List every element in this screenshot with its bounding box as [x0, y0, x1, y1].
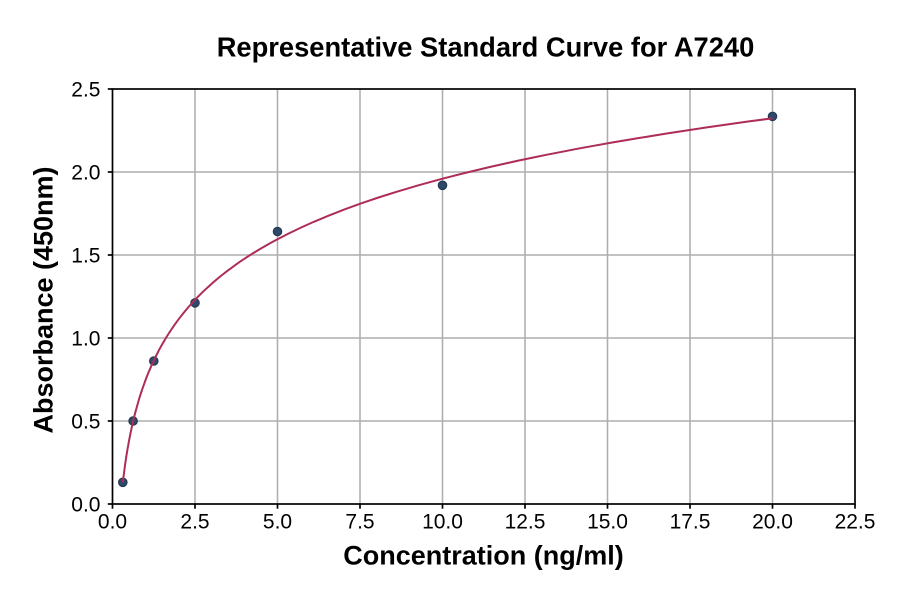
svg-text:1.0: 1.0	[71, 328, 100, 351]
svg-text:2.5: 2.5	[180, 511, 209, 534]
svg-text:0.0: 0.0	[71, 494, 100, 517]
svg-text:0.0: 0.0	[98, 511, 127, 534]
svg-text:20.0: 20.0	[752, 511, 793, 534]
svg-text:12.5: 12.5	[505, 511, 546, 534]
svg-text:1.5: 1.5	[71, 245, 100, 268]
svg-text:17.5: 17.5	[670, 511, 711, 534]
svg-text:5.0: 5.0	[263, 511, 292, 534]
svg-text:22.5: 22.5	[835, 511, 876, 534]
svg-text:7.5: 7.5	[345, 511, 374, 534]
svg-text:Representative Standard Curve: Representative Standard Curve for A7240	[217, 32, 755, 63]
svg-text:Absorbance (450nm): Absorbance (450nm)	[29, 166, 59, 433]
svg-text:15.0: 15.0	[587, 511, 628, 534]
svg-text:Concentration (ng/ml): Concentration (ng/ml)	[343, 541, 623, 571]
svg-text:0.5: 0.5	[71, 411, 100, 434]
svg-text:10.0: 10.0	[422, 511, 463, 534]
svg-text:2.0: 2.0	[71, 162, 100, 185]
svg-text:2.5: 2.5	[71, 79, 100, 102]
